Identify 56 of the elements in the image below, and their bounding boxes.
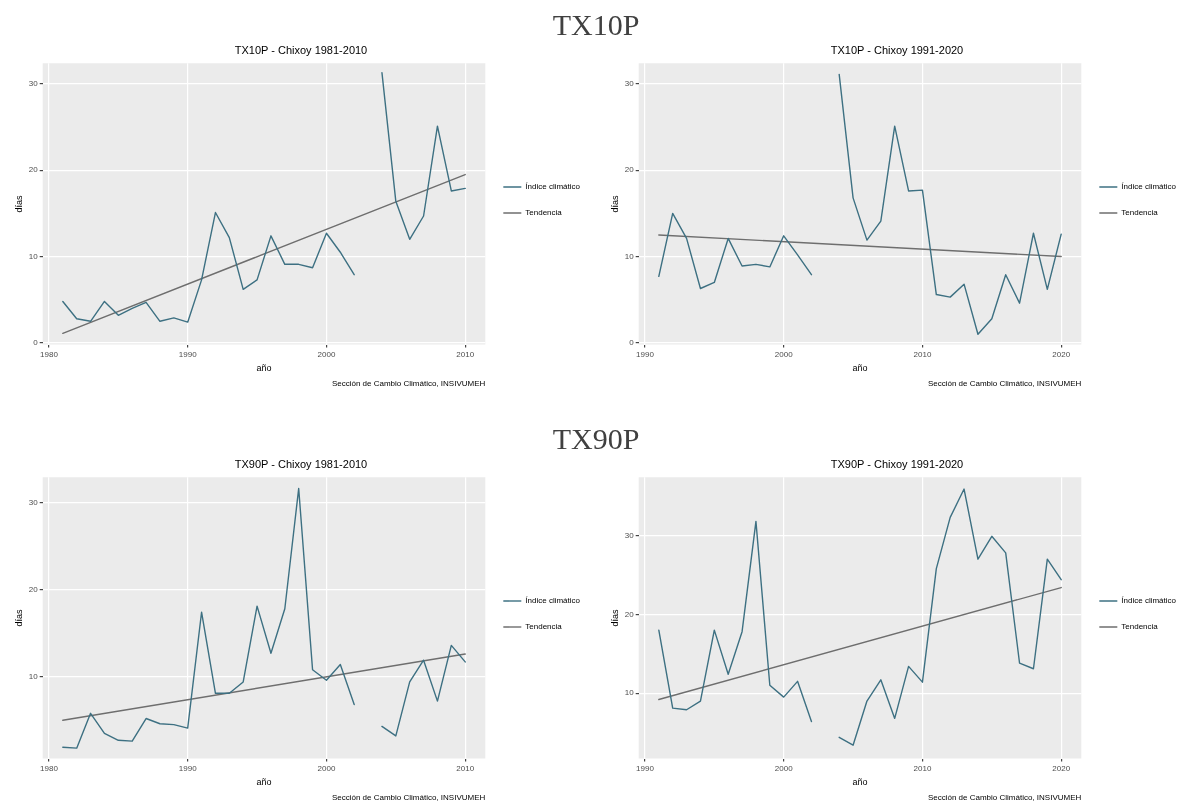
text: Sección de Cambio Climático, INSIVUMEH — [927, 379, 1082, 389]
chart-title: TX90P - Chixoy 1991-2020 — [830, 457, 964, 470]
x-axis-title: año — [256, 363, 272, 374]
x-tick-label: 2010 — [456, 763, 475, 773]
y-axis-title: días — [609, 194, 620, 213]
legend-label: Tendencia — [1121, 208, 1159, 218]
y-tick-label: 20 — [28, 165, 39, 175]
x-tick-label: 1990 — [178, 763, 198, 773]
y-tick-label: 30 — [28, 79, 39, 89]
y-tick-label: 20 — [624, 609, 635, 619]
x-tick-label: 1990 — [178, 349, 198, 359]
y-tick-label: 0 — [33, 338, 39, 348]
text: TX10P — [552, 8, 640, 42]
chart-title: TX90P - Chixoy 1981-2010 — [234, 457, 368, 470]
text: Sección de Cambio Climático, INSIVUMEH — [927, 793, 1082, 803]
x-tick-label: 1980 — [40, 349, 59, 359]
chart-title: TX10P - Chixoy 1981-2010 — [234, 43, 368, 56]
x-tick-label: 1990 — [636, 763, 655, 773]
x-tick-label: 2000 — [774, 763, 794, 773]
text: TX90P — [552, 422, 640, 456]
x-tick-label: 1980 — [40, 763, 59, 773]
y-tick-label: 10 — [624, 251, 635, 261]
x-tick-label: 2010 — [456, 349, 475, 359]
y-axis-title: días — [13, 608, 24, 627]
x-axis-title: año — [852, 777, 868, 788]
legend-label: Tendencia — [1121, 622, 1159, 632]
legend-label: Tendencia — [525, 208, 563, 218]
y-tick-label: 10 — [624, 688, 635, 698]
text: Sección de Cambio Climático, INSIVUMEH — [331, 379, 486, 389]
x-axis-title: año — [852, 363, 868, 374]
y-tick-label: 30 — [624, 530, 635, 540]
x-tick-label: 2020 — [1052, 763, 1071, 773]
text: Sección de Cambio Climático, INSIVUMEH — [331, 793, 486, 803]
legend-label: Índice climático — [1121, 182, 1177, 192]
x-axis-title: año — [256, 777, 272, 788]
y-tick-label: 20 — [28, 584, 39, 594]
legend-label: Índice climático — [525, 182, 581, 192]
x-tick-label: 2020 — [1052, 349, 1071, 359]
legend-label: Tendencia — [525, 622, 563, 632]
y-tick-label: 30 — [624, 79, 635, 89]
y-axis-title: días — [13, 194, 24, 213]
y-tick-label: 20 — [624, 165, 635, 175]
y-tick-label: 0 — [629, 338, 635, 348]
x-tick-label: 2010 — [913, 763, 932, 773]
legend-label: Índice climático — [1121, 596, 1177, 606]
x-tick-label: 2000 — [317, 349, 336, 359]
y-tick-label: 30 — [28, 497, 39, 507]
x-tick-label: 2000 — [774, 349, 794, 359]
x-tick-label: 2000 — [317, 763, 336, 773]
x-tick-label: 2010 — [913, 349, 932, 359]
legend-label: Índice climático — [525, 596, 581, 606]
y-tick-label: 10 — [28, 671, 39, 681]
x-tick-label: 1990 — [636, 349, 655, 359]
chart-title: TX10P - Chixoy 1991-2020 — [830, 43, 964, 56]
y-tick-label: 10 — [28, 251, 39, 261]
y-axis-title: días — [609, 608, 620, 627]
